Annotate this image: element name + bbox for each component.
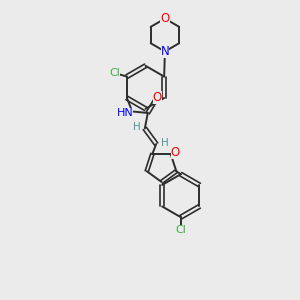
- Text: Cl: Cl: [109, 68, 120, 78]
- Text: O: O: [170, 146, 180, 159]
- Text: H: H: [133, 122, 140, 132]
- Text: O: O: [153, 91, 162, 104]
- Text: H: H: [161, 137, 168, 148]
- Text: O: O: [160, 12, 170, 25]
- Text: HN: HN: [116, 108, 133, 118]
- Text: N: N: [160, 45, 169, 58]
- Text: Cl: Cl: [175, 225, 186, 235]
